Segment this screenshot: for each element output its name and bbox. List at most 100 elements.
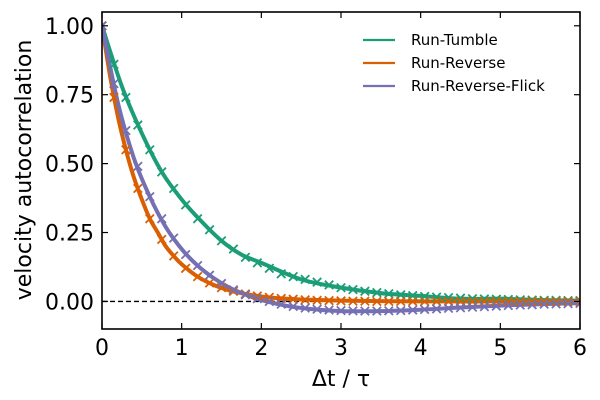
data-point: [216, 235, 227, 246]
data-point: [144, 144, 155, 155]
data-point: [133, 120, 143, 130]
data-point: [240, 252, 251, 263]
data-point: [527, 296, 538, 307]
data-point: [240, 289, 251, 300]
data-point: [192, 260, 203, 271]
data-point: [479, 294, 490, 304]
data-point: [144, 191, 155, 202]
data-point: [133, 183, 143, 194]
data-point: [563, 298, 573, 309]
data-point: [383, 288, 394, 299]
data-point: [204, 270, 215, 281]
data-point: [216, 278, 227, 289]
data-point: [204, 278, 215, 288]
data-point: [336, 305, 346, 316]
data-point: [276, 299, 287, 310]
data-point: [109, 59, 119, 70]
data-point: [479, 301, 490, 312]
data-point: [168, 251, 179, 261]
data-point: [264, 292, 275, 303]
data-point: [360, 306, 370, 316]
data-point: [121, 92, 131, 103]
data-point: [455, 302, 466, 313]
y-tick-label: 0.50: [45, 153, 94, 178]
data-point: [467, 302, 478, 313]
data-point: [515, 300, 526, 310]
data-point: [383, 305, 394, 316]
data-point: [300, 274, 310, 285]
x-tick-label: 1: [175, 336, 189, 361]
data-point: [180, 200, 191, 210]
data-point: [395, 296, 406, 307]
axis-ticks-layer: 0 1 2 3 4 5 6 0.00 0.25 0.50 0.75 1.00: [45, 12, 587, 361]
x-tick-label: 2: [254, 336, 268, 361]
data-point: [228, 286, 239, 297]
y-axis-title: velocity autocorrelation: [12, 40, 37, 301]
data-point: [348, 284, 358, 295]
x-tick-label: 6: [573, 336, 587, 361]
data-point: [276, 269, 287, 279]
x-tick-label: 3: [334, 336, 348, 361]
data-point: [419, 304, 430, 315]
data-point: [491, 294, 502, 305]
data-point: [216, 282, 227, 293]
data-point: [372, 287, 382, 298]
data-point: [407, 305, 418, 315]
data-point: [575, 298, 580, 309]
data-point: [300, 303, 310, 313]
data-point: [102, 20, 107, 31]
data-point: [372, 296, 382, 307]
data-point: [348, 296, 358, 306]
data-point: [228, 285, 239, 295]
data-point: [336, 282, 346, 293]
data-point: [144, 213, 155, 224]
data-point: [264, 296, 275, 307]
data-point: [312, 277, 322, 287]
data-point: [455, 293, 466, 303]
data-point: [228, 244, 239, 254]
data-point: [192, 271, 203, 282]
y-tick-label: 0.25: [45, 222, 94, 247]
y-tick-label: 1.00: [45, 15, 94, 40]
data-point: [252, 293, 263, 304]
data-point: [109, 78, 119, 89]
data-point: [192, 213, 203, 224]
data-point: [121, 144, 131, 155]
data-point: [360, 286, 370, 297]
data-point: [180, 249, 191, 260]
legend-label: Run-Reverse-Flick: [411, 77, 545, 95]
legend-label: Run-Tumble: [411, 31, 498, 49]
data-point: [539, 296, 549, 307]
data-point: [407, 296, 418, 307]
data-point: [336, 296, 346, 306]
data-point: [204, 224, 215, 235]
data-point: [312, 304, 322, 314]
data-point: [527, 299, 538, 310]
data-point: [288, 301, 299, 312]
data-point: [156, 234, 167, 245]
y-tick-label: 0.00: [45, 290, 94, 315]
data-point: [551, 299, 561, 309]
plot-background: [102, 12, 580, 329]
data-point: [431, 296, 442, 307]
data-point: [431, 304, 442, 314]
data-point: [168, 183, 179, 194]
data-point: [300, 294, 310, 305]
data-point: [443, 296, 454, 307]
data-point: [324, 280, 334, 290]
x-axis-title: Δt / τ: [312, 367, 370, 392]
data-point: [168, 233, 179, 243]
data-point: [324, 295, 334, 306]
data-point: [563, 296, 573, 307]
data-point: [491, 301, 502, 311]
legend: Run-Tumble Run-Reverse Run-Reverse-Flick: [363, 31, 545, 95]
y-tick-label: 0.75: [45, 84, 94, 109]
data-point: [252, 291, 263, 301]
x-tick-label: 4: [414, 336, 428, 361]
data-point: [109, 92, 119, 103]
data-point: [539, 299, 549, 310]
data-point: [121, 125, 131, 136]
data-point: [312, 295, 322, 306]
data-point: [180, 263, 191, 274]
